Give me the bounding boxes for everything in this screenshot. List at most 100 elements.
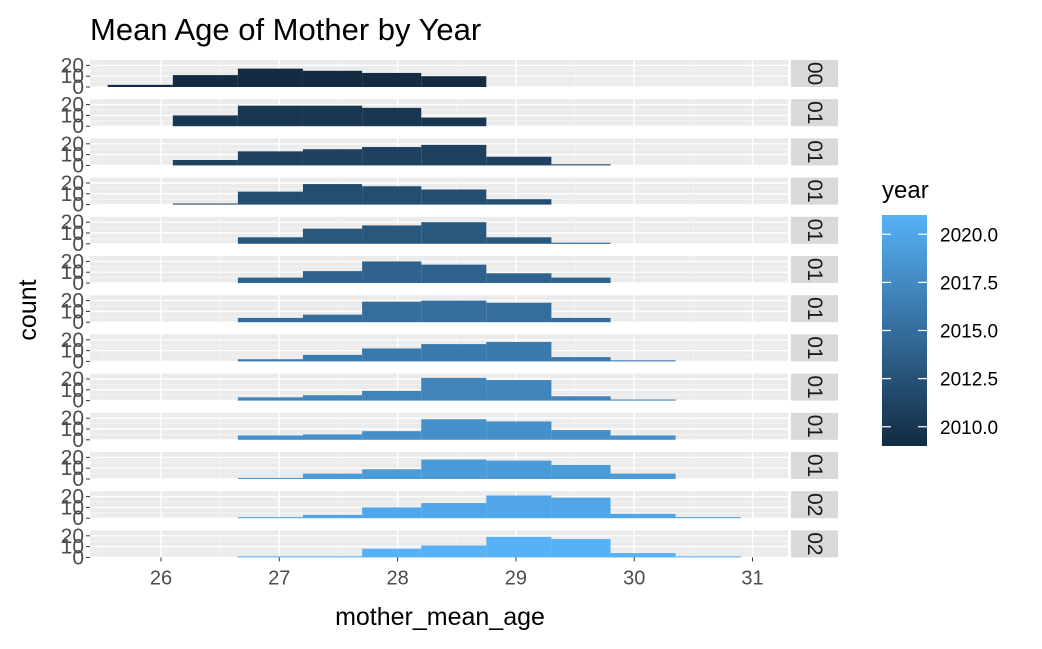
- histogram-bar: [237, 556, 303, 558]
- chart-title: Mean Age of Mother by Year: [90, 12, 481, 47]
- y-tick-label: 10: [61, 261, 84, 284]
- histogram-bar: [486, 460, 552, 479]
- histogram-bar: [362, 390, 422, 401]
- histogram-bar: [237, 277, 303, 283]
- facet-strip-label: 01: [803, 297, 826, 320]
- y-tick-label: 0: [72, 546, 84, 569]
- histogram-bar: [237, 68, 303, 87]
- histogram-bar: [237, 237, 303, 244]
- histogram-bar: [237, 151, 303, 166]
- histogram-bar: [172, 203, 238, 205]
- histogram-bar: [362, 431, 422, 440]
- histogram-bar: [551, 357, 611, 362]
- facet-strip: [791, 216, 838, 244]
- y-tick-label: 20: [61, 407, 84, 430]
- y-tick-label: 10: [61, 222, 84, 245]
- y-tick-label: 20: [61, 94, 84, 117]
- histogram-bar: [486, 380, 552, 401]
- histogram-bar: [362, 348, 422, 362]
- histogram-bar: [362, 301, 422, 323]
- histogram-bar: [610, 435, 676, 440]
- facet-strip: [791, 452, 838, 479]
- histogram-bar: [610, 553, 676, 558]
- panels-layer: 2010000201000120100012010001201000120100…: [61, 54, 838, 569]
- x-axis-label: mother_mean_age: [335, 603, 545, 631]
- histogram-bar: [362, 261, 422, 283]
- y-tick-label: 0: [72, 115, 84, 138]
- y-tick-label: 0: [72, 76, 84, 99]
- histogram-bar: [551, 164, 611, 166]
- facet-strip: [791, 99, 838, 127]
- y-tick-label: 10: [61, 300, 84, 323]
- histogram-bar: [421, 300, 487, 323]
- y-tick-label: 20: [61, 250, 84, 273]
- facet-strip: [791, 138, 838, 166]
- facet-strip: [791, 530, 838, 558]
- histogram-bar: [362, 147, 422, 166]
- histogram-bar: [302, 184, 363, 205]
- y-tick-label: 20: [61, 211, 84, 234]
- y-tick-label: 20: [61, 446, 84, 469]
- histogram-bar: [551, 497, 611, 519]
- histogram-bar: [421, 377, 487, 401]
- histogram-bar: [302, 395, 363, 401]
- histogram-bar: [486, 273, 552, 283]
- histogram-bar: [675, 556, 741, 558]
- y-tick-label: 20: [61, 525, 84, 548]
- histogram-bar: [302, 70, 363, 87]
- histogram-bar: [302, 105, 363, 127]
- legend-label: 2020.0: [940, 225, 998, 246]
- facet-strip-label: 01: [803, 101, 826, 124]
- histogram-bar: [486, 421, 552, 440]
- y-tick-label: 0: [72, 311, 84, 334]
- histogram-bar: [610, 399, 676, 401]
- y-tick-label: 20: [61, 368, 84, 391]
- histogram-bar: [421, 459, 487, 479]
- x-tick-label: 27: [268, 567, 290, 589]
- histogram-bar: [551, 277, 611, 283]
- histogram-bar: [486, 156, 552, 166]
- histogram-bar: [610, 360, 676, 362]
- facet-strip-label: 01: [803, 219, 826, 242]
- facet-strip-label: 01: [803, 454, 826, 477]
- histogram-bar: [551, 317, 611, 323]
- legend-label: 2017.5: [940, 273, 998, 294]
- facet-strip: [791, 295, 838, 323]
- y-tick-label: 20: [61, 54, 84, 77]
- histogram-bar: [551, 242, 611, 244]
- histogram-bar: [610, 473, 676, 479]
- histogram-bar: [675, 517, 741, 519]
- histogram-bar: [302, 228, 363, 244]
- histogram-bar: [302, 149, 363, 166]
- histogram-bar: [421, 503, 487, 519]
- y-tick-label: 10: [61, 144, 84, 167]
- y-tick-label: 20: [61, 172, 84, 195]
- y-tick-label: 10: [61, 340, 84, 363]
- facet-strip-label: 01: [803, 375, 826, 398]
- histogram-bar: [421, 264, 487, 283]
- facet-strip: [791, 60, 838, 87]
- histogram-bar: [421, 419, 487, 440]
- histogram-bar: [362, 469, 422, 479]
- histogram-bar: [421, 76, 487, 87]
- facet-strip-label: 01: [803, 258, 826, 281]
- y-tick-label: 10: [61, 104, 84, 127]
- y-tick-label: 20: [61, 290, 84, 313]
- y-tick-label: 0: [72, 194, 84, 217]
- histogram-bar: [237, 317, 303, 323]
- histogram-bar: [172, 75, 238, 87]
- histogram-bar: [107, 84, 173, 87]
- histogram-bar: [362, 72, 422, 87]
- histogram-bar: [362, 548, 422, 558]
- x-tick-label: 31: [741, 567, 763, 589]
- histogram-bar: [486, 199, 552, 205]
- facet-strip: [791, 373, 838, 401]
- histogram-bar: [237, 105, 303, 127]
- histogram-bar: [172, 115, 238, 127]
- y-tick-label: 20: [61, 133, 84, 156]
- y-tick-label: 10: [61, 496, 84, 519]
